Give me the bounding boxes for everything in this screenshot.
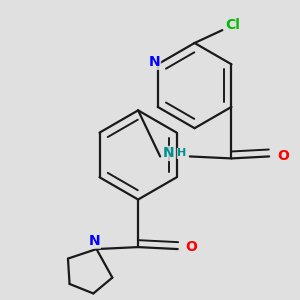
Text: O: O [277,149,289,164]
Text: N: N [162,146,174,161]
Text: N: N [149,55,161,69]
Text: H: H [177,148,187,158]
Text: O: O [186,240,197,254]
Text: N: N [89,234,100,248]
Text: Cl: Cl [225,18,240,32]
